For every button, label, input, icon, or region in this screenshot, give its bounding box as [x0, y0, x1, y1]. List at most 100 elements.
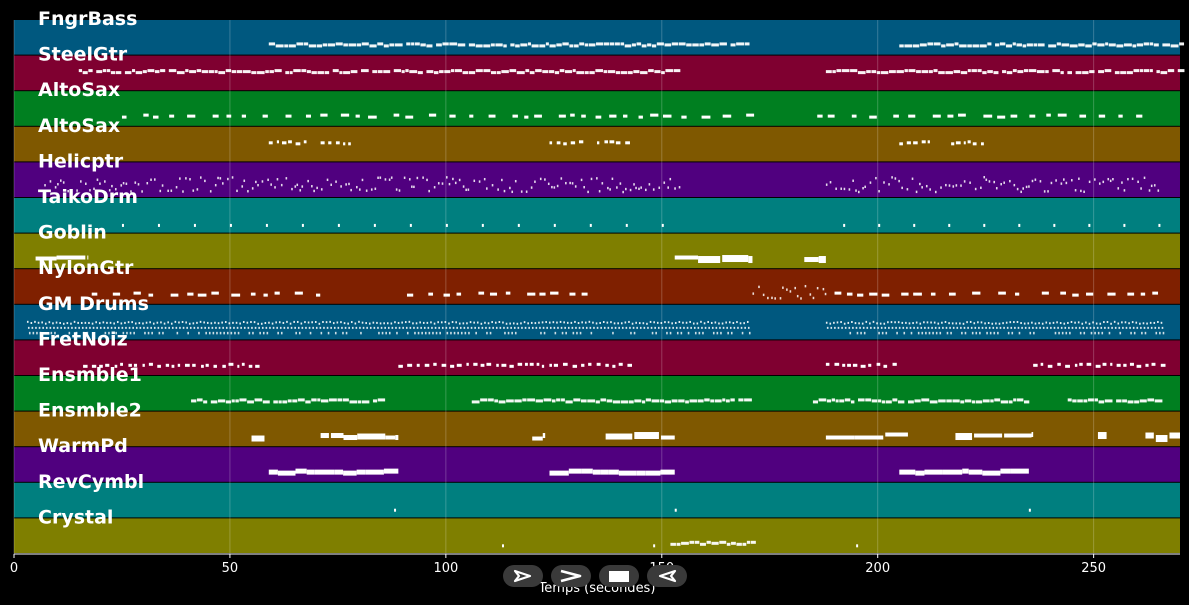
note	[361, 400, 370, 404]
stop-button[interactable]	[599, 565, 639, 587]
note	[674, 508, 677, 512]
note	[877, 326, 879, 329]
note	[999, 326, 1002, 329]
note	[1108, 331, 1111, 335]
note	[251, 435, 265, 442]
note	[88, 321, 90, 324]
note	[945, 71, 953, 75]
note	[305, 400, 311, 404]
note	[1081, 322, 1084, 325]
note	[1110, 362, 1113, 366]
note	[930, 292, 936, 296]
note	[614, 42, 620, 46]
note	[336, 321, 339, 324]
note	[49, 180, 52, 183]
note	[85, 182, 87, 185]
note	[428, 292, 434, 296]
note	[108, 189, 111, 192]
note	[636, 42, 642, 46]
note	[869, 322, 871, 325]
note	[498, 400, 506, 404]
fast-forward-button[interactable]	[551, 565, 591, 587]
note	[196, 188, 199, 191]
note	[1098, 400, 1105, 404]
note	[893, 114, 899, 118]
note	[516, 322, 519, 325]
note	[583, 185, 585, 189]
note	[933, 69, 938, 73]
note	[378, 331, 380, 335]
note	[604, 140, 608, 144]
note	[1065, 364, 1070, 368]
note	[934, 326, 937, 329]
note	[201, 364, 204, 368]
note	[560, 177, 563, 180]
note	[669, 177, 672, 181]
note	[444, 321, 447, 324]
note	[896, 331, 898, 335]
note	[911, 177, 914, 180]
note	[700, 320, 702, 323]
note	[1096, 326, 1099, 329]
note	[1106, 320, 1109, 323]
note	[456, 292, 462, 296]
note	[236, 189, 238, 193]
note	[76, 189, 78, 192]
note	[534, 114, 542, 118]
note	[485, 326, 487, 329]
track-notes	[78, 69, 1185, 75]
note	[486, 187, 488, 190]
note	[524, 362, 528, 366]
note	[635, 186, 637, 190]
note	[742, 542, 747, 546]
note	[455, 321, 457, 324]
note	[1022, 187, 1024, 190]
note	[1134, 400, 1140, 404]
note	[993, 180, 996, 184]
note	[902, 326, 905, 329]
play-button[interactable]	[503, 565, 543, 587]
note	[671, 322, 673, 325]
note	[1017, 70, 1024, 74]
note	[1036, 70, 1045, 74]
note	[710, 399, 715, 403]
note	[1060, 291, 1067, 295]
note	[941, 44, 946, 48]
note	[980, 142, 984, 146]
note	[927, 326, 930, 329]
note	[385, 435, 396, 440]
note	[892, 362, 897, 366]
note	[564, 326, 566, 329]
note	[531, 326, 534, 329]
note	[951, 322, 954, 325]
note	[631, 43, 636, 47]
note	[82, 71, 88, 75]
note	[596, 177, 598, 180]
note	[524, 326, 527, 329]
note	[285, 177, 288, 180]
note	[187, 114, 196, 118]
note	[542, 326, 545, 329]
note	[112, 292, 121, 296]
note	[981, 326, 984, 329]
note	[694, 540, 700, 544]
note	[531, 44, 539, 48]
note	[1053, 326, 1056, 329]
note	[42, 326, 44, 329]
note	[347, 322, 349, 325]
note	[221, 321, 223, 324]
note	[955, 184, 958, 187]
note	[185, 321, 187, 324]
note	[383, 468, 399, 474]
note	[340, 185, 342, 188]
note	[348, 182, 350, 186]
note	[620, 400, 629, 404]
rewind-button[interactable]	[647, 565, 687, 587]
note	[939, 331, 942, 335]
note	[359, 326, 361, 329]
note	[832, 70, 836, 74]
note	[843, 223, 846, 227]
note	[1006, 71, 1013, 75]
note	[502, 321, 504, 324]
note	[424, 363, 430, 367]
